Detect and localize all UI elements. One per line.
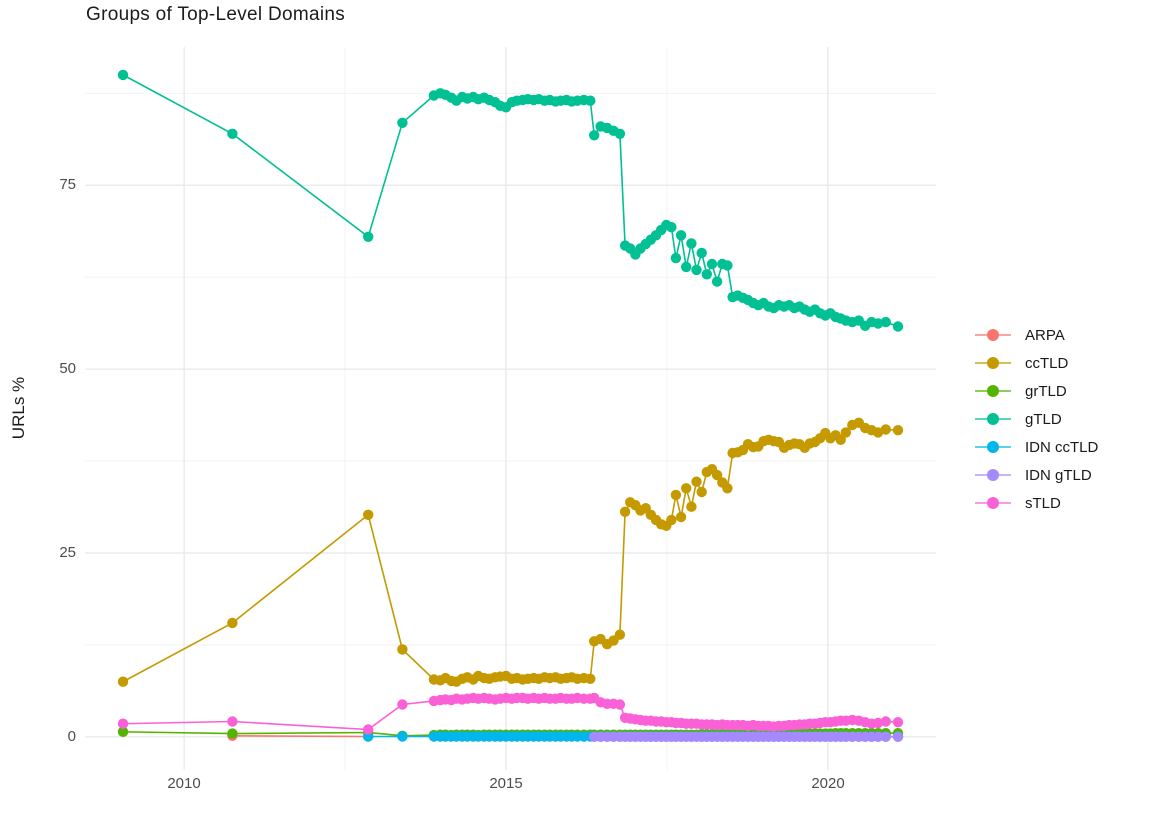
y-axis-label: URLs % (9, 376, 28, 440)
data-point-cctld (686, 501, 697, 512)
data-point-gtld (675, 230, 687, 241)
legend-key-idn-gtld (975, 468, 1011, 482)
data-point-gtld (696, 247, 707, 259)
data-point-gtld (701, 269, 712, 280)
legend-key-gtld (975, 412, 1011, 426)
y-tick-0: 0 (67, 728, 76, 745)
data-point-stld (117, 718, 129, 729)
data-point-cctld (397, 644, 408, 655)
data-point-gtld (722, 260, 733, 271)
data-point-cctld (722, 483, 733, 494)
legend-label-idn-cctld: IDN ccTLD (1025, 438, 1099, 456)
data-point-cctld (227, 617, 238, 629)
legend-key-cctld (975, 356, 1011, 370)
data-point-stld (614, 699, 626, 710)
data-point-cctld (711, 469, 723, 481)
data-point-cctld (840, 427, 852, 438)
plot-svg (85, 47, 936, 770)
data-point-gtld (666, 222, 677, 233)
legend-label-grtld: grTLD (1025, 382, 1067, 400)
data-point-cctld (691, 476, 702, 487)
data-point-cctld (614, 629, 626, 640)
data-point-stld (872, 717, 884, 729)
plot-panel (85, 47, 936, 770)
legend-key-grtld (975, 384, 1011, 398)
series-gtld (117, 69, 904, 332)
data-point-grtld (227, 728, 238, 739)
data-point-gtld (711, 276, 723, 287)
data-point-gtld (589, 130, 600, 141)
legend-row-stld: sTLD (975, 489, 1098, 517)
data-point-cctld (835, 434, 846, 445)
data-point-cctld (675, 511, 687, 523)
data-point-gtld (397, 117, 408, 128)
data-point-gtld (363, 231, 374, 242)
data-point-cctld (892, 425, 904, 436)
data-point-cctld (117, 676, 129, 687)
legend-label-cctld: ccTLD (1025, 354, 1069, 372)
legend-row-cctld: ccTLD (975, 349, 1098, 377)
data-point-stld (892, 717, 904, 728)
data-point-idn-cctld (397, 731, 408, 742)
legend-label-gtld: gTLD (1025, 410, 1062, 428)
legend-key-idn-cctld (975, 440, 1011, 454)
y-tick-50: 50 (59, 360, 76, 377)
x-tick-2020: 2020 (811, 775, 845, 792)
legend-key-stld (975, 496, 1011, 510)
data-point-idn-gtld (872, 731, 884, 742)
data-point-cctld (363, 509, 374, 520)
data-point-stld (880, 716, 891, 727)
data-point-gtld (681, 261, 692, 273)
series-cctld (117, 417, 904, 687)
legend-key-arpa (975, 328, 1011, 342)
legend: ARPA ccTLD grTLD gTLD IDN ccTLD IDN gTLD… (975, 321, 1098, 517)
series-line-arpa (232, 734, 369, 738)
data-point-gtld (614, 128, 626, 139)
series-idn-gtld (589, 731, 904, 742)
data-point-cctld (696, 486, 707, 498)
data-point-gtld (670, 252, 682, 264)
legend-row-idn-gtld: IDN gTLD (975, 461, 1098, 489)
data-point-gtld (227, 128, 238, 139)
series-stld (117, 692, 904, 735)
data-point-grtld (117, 726, 129, 737)
data-point-stld (397, 699, 408, 710)
series-line-cctld (122, 421, 899, 683)
data-point-gtld (706, 258, 718, 270)
data-point-cctld (619, 506, 631, 517)
data-point-cctld (666, 514, 677, 526)
legend-label-idn-gtld: IDN gTLD (1025, 466, 1092, 484)
data-point-gtld (872, 318, 884, 329)
data-point-cctld (585, 673, 596, 684)
data-point-cctld (880, 424, 891, 435)
data-point-gtld (880, 316, 891, 328)
y-tick-75: 75 (59, 176, 76, 193)
data-point-idn-gtld (892, 731, 904, 742)
x-tick-2010: 2010 (167, 775, 201, 792)
data-point-cctld (670, 489, 682, 501)
data-point-gtld (117, 69, 129, 81)
legend-row-idn-cctld: IDN ccTLD (975, 433, 1098, 461)
legend-row-grtld: grTLD (975, 377, 1098, 405)
legend-row-gtld: gTLD (975, 405, 1098, 433)
legend-label-stld: sTLD (1025, 494, 1061, 512)
x-tick-2015: 2015 (489, 775, 523, 792)
gridlines (85, 47, 936, 770)
legend-row-arpa: ARPA (975, 321, 1098, 349)
data-point-gtld (892, 321, 904, 332)
data-point-stld (227, 716, 238, 727)
data-point-cctld (681, 483, 692, 494)
chart-title: Groups of Top-Level Domains (86, 4, 346, 25)
data-point-stld (363, 724, 374, 735)
y-tick-25: 25 (59, 544, 76, 561)
data-point-gtld (585, 95, 596, 106)
series-line-gtld (122, 74, 899, 328)
data-point-gtld (686, 238, 697, 249)
data-point-gtld (691, 264, 702, 276)
legend-label-arpa: ARPA (1025, 326, 1065, 344)
data-point-idn-gtld (880, 731, 891, 742)
